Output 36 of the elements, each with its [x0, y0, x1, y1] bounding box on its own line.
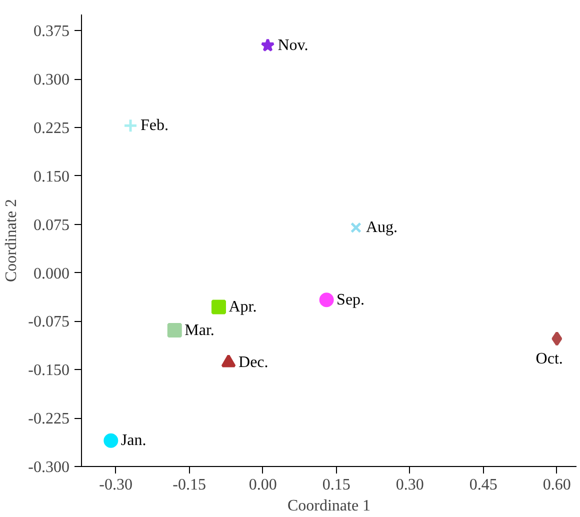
series-label: Oct.	[536, 350, 563, 368]
series-label: Sep.	[336, 291, 365, 308]
point	[123, 118, 138, 133]
point	[260, 38, 275, 52]
x-tick-label: 0.30	[396, 476, 424, 494]
y-axis-title: Coordinate 2	[3, 198, 20, 282]
series-label: Jan.	[120, 432, 146, 450]
y-tick-label: -0.225	[28, 410, 70, 428]
y-tick-label: 0.300	[34, 72, 70, 89]
y-tick-label: 0.150	[34, 168, 70, 186]
x-tick-label: -0.15	[172, 476, 206, 494]
x-tick-label: 0.00	[248, 476, 277, 494]
series-label: Nov.	[278, 36, 308, 54]
point	[350, 222, 362, 234]
point	[319, 292, 334, 308]
x-tick-label: -0.30	[99, 476, 132, 494]
y-tick-label: -0.300	[28, 459, 70, 476]
y-tick-label: -0.075	[28, 314, 70, 331]
point	[104, 433, 118, 448]
x-tick-label: 0.45	[469, 476, 498, 494]
series-label: Mar.	[184, 322, 214, 339]
x-tick-label: 0.15	[322, 476, 350, 494]
y-tick-label: -0.150	[28, 362, 70, 380]
point	[211, 300, 226, 314]
y-tick-label: 0.000	[34, 265, 70, 282]
series-label: Feb.	[140, 117, 169, 134]
series-label: Aug.	[366, 219, 398, 236]
x-axis-title: Coordinate 1	[287, 498, 371, 514]
series-label: Dec.	[238, 354, 268, 372]
point	[167, 323, 182, 338]
y-tick-label: 0.075	[34, 216, 70, 234]
y-tick-label: 0.225	[34, 120, 70, 137]
series-label: Apr.	[228, 298, 257, 316]
y-tick-label: 0.375	[34, 23, 70, 40]
point	[552, 331, 562, 346]
x-tick-label: 0.60	[542, 476, 571, 494]
